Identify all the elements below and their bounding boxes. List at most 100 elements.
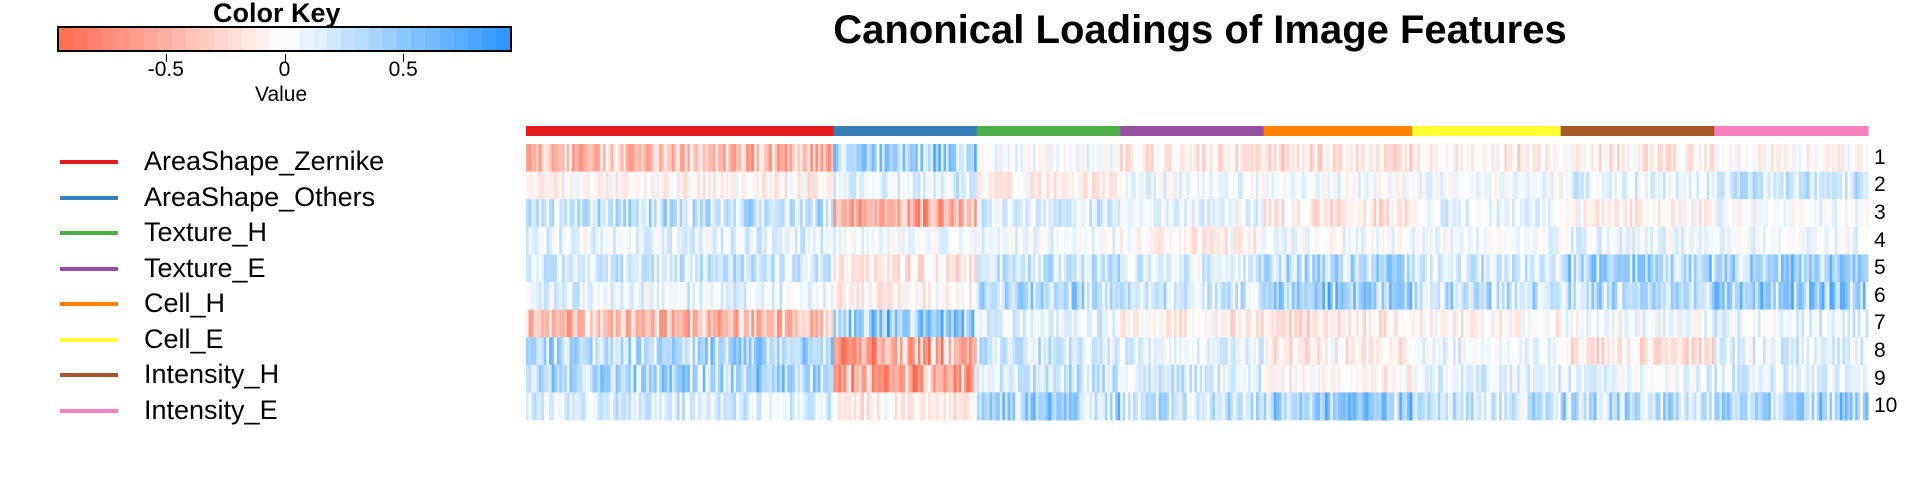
heatmap-cell	[710, 254, 714, 283]
heatmap-cell	[1593, 309, 1597, 338]
heatmap-cell	[1240, 364, 1244, 393]
heatmap-cell	[876, 392, 880, 421]
heatmap-cell	[1278, 337, 1282, 366]
heatmap-cell	[631, 337, 634, 366]
heatmap-cell	[1156, 337, 1159, 366]
heatmap-cell	[1499, 337, 1503, 366]
heatmap-cell	[741, 337, 745, 366]
heatmap-cell	[956, 392, 960, 421]
heatmap-cell	[1660, 171, 1664, 200]
heatmap-cell	[938, 309, 942, 338]
heatmap-cell	[897, 199, 901, 228]
heatmap-cell	[1048, 226, 1052, 255]
heatmap-cell	[1465, 392, 1469, 421]
heatmap-cell	[1076, 254, 1080, 283]
heatmap-cell	[715, 392, 719, 421]
heatmap-cell	[1022, 171, 1026, 200]
heatmap-cell	[689, 392, 693, 421]
heatmap-cell	[1670, 282, 1674, 310]
heatmap-cell	[1271, 171, 1275, 200]
heatmap-cell	[707, 309, 711, 338]
heatmap-cell	[1291, 309, 1295, 338]
heatmap-cell	[830, 282, 834, 310]
heatmap-cell	[730, 337, 734, 366]
heatmap-cell	[607, 364, 611, 393]
heatmap-cell	[1532, 364, 1536, 393]
heatmap-cell	[700, 226, 704, 255]
heatmap-cell	[664, 337, 668, 366]
heatmap-cell	[766, 364, 770, 393]
heatmap-cell	[1373, 282, 1377, 310]
heatmap-cell	[1714, 309, 1718, 338]
heatmap-cell	[1389, 364, 1393, 393]
heatmap-cell	[800, 199, 803, 228]
heatmap-cell	[1681, 171, 1685, 200]
heatmap-cell	[595, 171, 599, 200]
heatmap-cell	[1396, 337, 1400, 366]
heatmap-cell	[1652, 144, 1656, 172]
heatmap-cell	[1624, 226, 1628, 255]
heatmap-cell	[1422, 254, 1426, 283]
heatmap-cell	[899, 144, 903, 172]
heatmap-cell	[887, 226, 891, 255]
heatmap-cell	[1025, 309, 1029, 338]
heatmap-cell	[1097, 144, 1101, 172]
heatmap-cell	[876, 364, 880, 393]
heatmap-cell	[902, 199, 906, 228]
heatmap-cell	[1010, 199, 1014, 228]
heatmap-cell	[1204, 392, 1208, 421]
heatmap-cell	[1614, 254, 1618, 283]
heatmap-cell	[656, 309, 660, 338]
heatmap-cell	[1081, 254, 1085, 283]
heatmap-cell	[1127, 364, 1131, 393]
heatmap-cell	[1015, 309, 1019, 338]
heatmap-cell	[1435, 364, 1439, 393]
heatmap-cell	[1381, 337, 1385, 366]
heatmap-cell	[938, 226, 942, 255]
heatmap-cell	[623, 309, 627, 338]
heatmap-cell	[1486, 309, 1490, 338]
heatmap-cell	[1166, 309, 1170, 338]
heatmap-cell	[533, 392, 537, 421]
heatmap-cell	[1084, 226, 1088, 255]
heatmap-cell	[843, 282, 847, 310]
heatmap-cell	[1768, 144, 1772, 172]
heatmap-cell	[705, 282, 709, 310]
heatmap-cell	[858, 254, 862, 283]
heatmap-cell	[613, 144, 617, 172]
heatmap-cell	[1053, 226, 1057, 255]
heatmap-cell	[905, 199, 908, 228]
heatmap-cell	[572, 364, 576, 393]
heatmap-cell	[1138, 282, 1142, 310]
heatmap-cell	[1693, 144, 1697, 172]
heatmap-cell	[1742, 364, 1746, 393]
heatmap-cell	[1038, 364, 1042, 393]
heatmap-cell	[1173, 254, 1177, 283]
heatmap-cell	[1348, 171, 1352, 200]
heatmap-cell	[1460, 226, 1464, 255]
heatmap-cell	[833, 144, 837, 172]
heatmap-cell	[1086, 171, 1090, 200]
heatmap-cell	[1173, 364, 1177, 393]
heatmap-cell	[702, 226, 706, 255]
heatmap-cell	[753, 171, 757, 200]
heatmap-cell	[1432, 282, 1436, 310]
heatmap-cell	[1407, 254, 1410, 283]
heatmap-cell	[1622, 364, 1626, 393]
heatmap-cell	[1227, 144, 1231, 172]
heatmap-cell	[1112, 226, 1116, 255]
heatmap-cell	[1112, 309, 1116, 338]
color-key-swatch	[171, 28, 186, 50]
heatmap-cell	[892, 282, 896, 310]
heatmap-cell	[761, 282, 765, 310]
heatmap-cell	[712, 226, 716, 255]
heatmap-cell	[725, 309, 729, 338]
heatmap-cell	[654, 282, 658, 310]
heatmap-cell	[1652, 226, 1656, 255]
heatmap-cell	[771, 337, 775, 366]
heatmap-cell	[1061, 392, 1065, 421]
heatmap-cell	[1004, 392, 1008, 421]
heatmap-cell	[1115, 144, 1119, 172]
heatmap-cell	[533, 144, 537, 172]
heatmap-cell	[999, 309, 1003, 338]
